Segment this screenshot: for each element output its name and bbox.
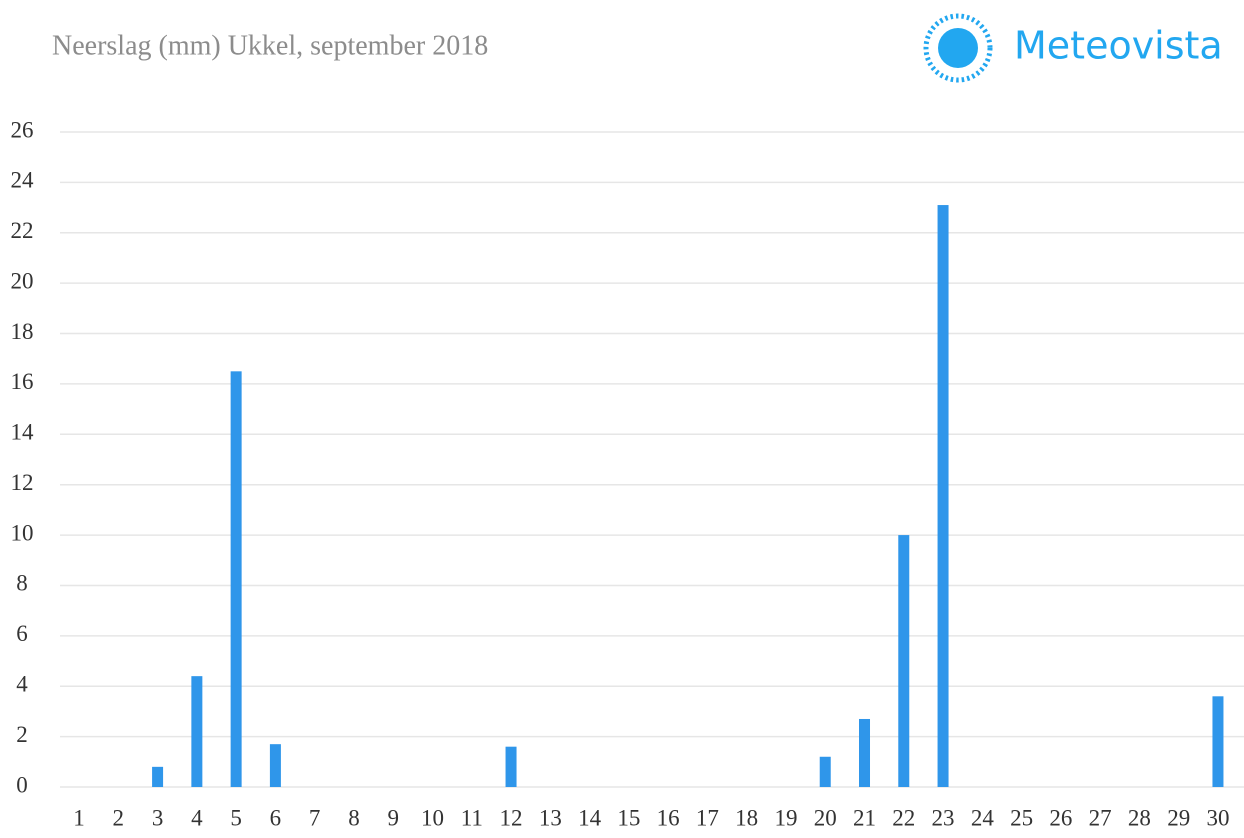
bar	[859, 718, 871, 787]
y-tick-label: 18	[11, 319, 34, 344]
bar	[898, 535, 910, 787]
x-tick-label: 1	[73, 805, 85, 830]
logo-text: Meteovista	[1014, 24, 1223, 68]
x-tick-label: 16	[657, 805, 680, 830]
y-tick-label: 22	[11, 218, 34, 243]
x-tick-label: 27	[1089, 805, 1112, 830]
bar	[230, 371, 242, 787]
y-tick-label: 4	[16, 672, 28, 697]
x-tick-label: 19	[774, 805, 797, 830]
bar	[152, 766, 164, 787]
x-tick-label: 21	[853, 805, 876, 830]
x-tick-label: 9	[387, 805, 399, 830]
y-tick-label: 8	[16, 571, 28, 596]
x-tick-label: 2	[113, 805, 125, 830]
chart-title: Neerslag (mm) Ukkel, september 2018	[52, 30, 488, 61]
x-tick-label: 20	[814, 805, 837, 830]
x-tick-label: 10	[421, 805, 444, 830]
x-tick-label: 11	[461, 805, 483, 830]
x-tick-label: 3	[152, 805, 164, 830]
x-tick-label: 24	[971, 805, 995, 830]
x-tick-label: 15	[617, 805, 640, 830]
bar	[505, 746, 517, 787]
x-tick-label: 12	[500, 805, 523, 830]
x-tick-label: 17	[696, 805, 719, 830]
x-tick-label: 22	[892, 805, 915, 830]
logo-icon	[923, 13, 993, 83]
y-tick-label: 6	[16, 621, 28, 646]
bar	[1212, 696, 1224, 787]
y-tick-label: 20	[11, 268, 34, 293]
y-tick-label: 14	[11, 420, 35, 445]
bar	[819, 756, 831, 787]
y-tick-label: 12	[11, 470, 34, 495]
y-tick-label: 10	[11, 520, 34, 545]
x-tick-label: 23	[932, 805, 955, 830]
x-tick-label: 25	[1010, 805, 1033, 830]
y-tick-label: 2	[16, 722, 28, 747]
y-tick-label: 26	[11, 117, 34, 142]
bar	[191, 676, 203, 787]
x-tick-label: 28	[1128, 805, 1151, 830]
x-tick-label: 6	[270, 805, 282, 830]
x-tick-label: 4	[191, 805, 203, 830]
bar	[269, 744, 281, 787]
x-tick-label: 29	[1167, 805, 1190, 830]
x-tick-label: 8	[348, 805, 360, 830]
y-tick-label: 0	[16, 772, 28, 797]
x-tick-label: 5	[230, 805, 242, 830]
bar	[937, 205, 949, 788]
y-tick-label: 24	[11, 168, 35, 193]
x-tick-label: 14	[578, 805, 602, 830]
x-tick-label: 30	[1206, 805, 1229, 830]
x-tick-label: 7	[309, 805, 321, 830]
x-tick-label: 26	[1049, 805, 1072, 830]
x-tick-label: 13	[539, 805, 562, 830]
x-tick-label: 18	[735, 805, 758, 830]
y-tick-label: 16	[11, 369, 34, 394]
